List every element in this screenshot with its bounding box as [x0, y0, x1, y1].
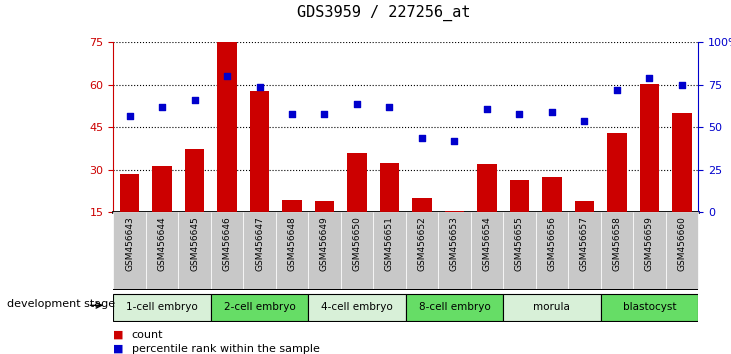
Point: [156, 104, 168, 110]
FancyBboxPatch shape: [438, 212, 471, 289]
Bar: [379, 163, 399, 255]
Bar: [250, 91, 269, 255]
Text: 8-cell embryo: 8-cell embryo: [419, 302, 491, 312]
FancyBboxPatch shape: [374, 212, 406, 289]
Bar: [444, 211, 464, 255]
FancyBboxPatch shape: [145, 212, 178, 289]
Bar: [315, 201, 334, 255]
Bar: [640, 84, 659, 255]
FancyBboxPatch shape: [113, 293, 211, 321]
FancyBboxPatch shape: [276, 212, 308, 289]
Bar: [217, 40, 237, 255]
FancyBboxPatch shape: [211, 293, 308, 321]
Bar: [510, 180, 529, 255]
Bar: [607, 133, 626, 255]
Text: GSM456647: GSM456647: [255, 216, 264, 271]
Point: [416, 135, 428, 141]
FancyBboxPatch shape: [601, 212, 633, 289]
Bar: [412, 198, 432, 255]
FancyBboxPatch shape: [406, 293, 503, 321]
FancyBboxPatch shape: [503, 293, 601, 321]
Text: GSM456646: GSM456646: [222, 216, 232, 271]
Point: [676, 82, 688, 88]
Point: [546, 109, 558, 115]
Text: morula: morula: [534, 302, 570, 312]
Point: [319, 111, 330, 117]
Text: 4-cell embryo: 4-cell embryo: [321, 302, 393, 312]
Bar: [120, 174, 140, 255]
Text: GSM456644: GSM456644: [158, 216, 167, 271]
Bar: [542, 177, 561, 255]
FancyBboxPatch shape: [341, 212, 374, 289]
Text: ■: ■: [113, 330, 124, 339]
Text: development stage: development stage: [7, 298, 115, 309]
Bar: [152, 166, 172, 255]
Point: [449, 138, 461, 144]
Text: GSM456657: GSM456657: [580, 216, 589, 271]
Text: GSM456654: GSM456654: [482, 216, 491, 271]
Text: GSM456656: GSM456656: [548, 216, 556, 271]
Text: count: count: [132, 330, 163, 339]
FancyBboxPatch shape: [113, 212, 145, 289]
Text: 1-cell embryo: 1-cell embryo: [126, 302, 198, 312]
FancyBboxPatch shape: [633, 212, 666, 289]
Text: GSM456659: GSM456659: [645, 216, 654, 271]
Point: [189, 97, 200, 103]
Text: percentile rank within the sample: percentile rank within the sample: [132, 344, 319, 354]
Text: ■: ■: [113, 344, 124, 354]
Text: GSM456653: GSM456653: [450, 216, 459, 271]
Text: GSM456658: GSM456658: [613, 216, 621, 271]
Point: [286, 111, 298, 117]
FancyBboxPatch shape: [536, 212, 568, 289]
Bar: [282, 200, 302, 255]
Bar: [185, 149, 204, 255]
Text: GSM456648: GSM456648: [287, 216, 297, 271]
Point: [124, 113, 135, 118]
Point: [351, 101, 363, 107]
Text: GSM456649: GSM456649: [320, 216, 329, 271]
Text: GSM456650: GSM456650: [352, 216, 361, 271]
Text: GSM456655: GSM456655: [515, 216, 524, 271]
FancyBboxPatch shape: [568, 212, 601, 289]
FancyBboxPatch shape: [211, 212, 243, 289]
Text: GSM456652: GSM456652: [417, 216, 426, 271]
Point: [643, 75, 655, 81]
FancyBboxPatch shape: [601, 293, 698, 321]
Point: [611, 87, 623, 93]
FancyBboxPatch shape: [308, 212, 341, 289]
Point: [481, 106, 493, 112]
Text: GSM456643: GSM456643: [125, 216, 134, 271]
Text: GSM456660: GSM456660: [678, 216, 686, 271]
Point: [514, 111, 526, 117]
Text: GSM456645: GSM456645: [190, 216, 199, 271]
Bar: [575, 201, 594, 255]
FancyBboxPatch shape: [308, 293, 406, 321]
Bar: [347, 153, 367, 255]
FancyBboxPatch shape: [503, 212, 536, 289]
Point: [578, 118, 590, 124]
FancyBboxPatch shape: [406, 212, 438, 289]
Bar: [672, 113, 692, 255]
Text: 2-cell embryo: 2-cell embryo: [224, 302, 295, 312]
Text: GSM456651: GSM456651: [385, 216, 394, 271]
FancyBboxPatch shape: [471, 212, 503, 289]
Bar: [477, 164, 496, 255]
Point: [221, 74, 233, 79]
FancyBboxPatch shape: [666, 212, 698, 289]
FancyBboxPatch shape: [178, 212, 211, 289]
Point: [384, 104, 395, 110]
Text: GDS3959 / 227256_at: GDS3959 / 227256_at: [297, 5, 471, 21]
Text: blastocyst: blastocyst: [623, 302, 676, 312]
Point: [254, 84, 265, 90]
FancyBboxPatch shape: [243, 212, 276, 289]
